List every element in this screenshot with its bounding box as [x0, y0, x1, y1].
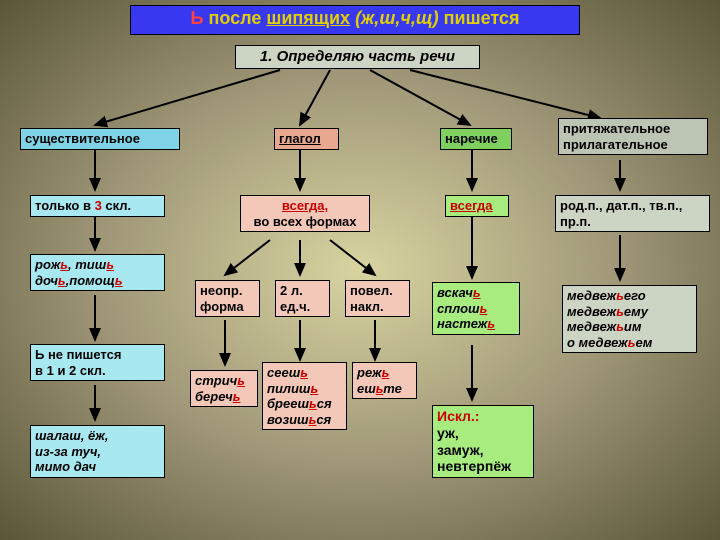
adv-ex: вскачь сплошь настежь: [432, 282, 520, 335]
noun-neg-rule: Ь не пишетсяв 1 и 2 скл.: [30, 344, 165, 381]
adj-ex: медвежьего медвежьему медвежьим о медвеж…: [562, 285, 697, 353]
noun-neg-ex: шалаш, ёж, из-за туч,мимо дач: [30, 425, 165, 478]
adj-rule: род.п., дат.п., тв.п.,пр.п.: [555, 195, 710, 232]
verb-ex2: сеешь пилишь бреешься возишься: [262, 362, 347, 430]
title-box: Ь после шипящих (ж,ш,ч,щ) пишется: [130, 5, 580, 35]
verb-form2: 2 л.ед.ч.: [275, 280, 330, 317]
pos-noun: существительное: [20, 128, 180, 150]
noun-examples: рожь, тишь дочь,помощь: [30, 254, 165, 291]
verb-ex1: стричьберечь: [190, 370, 258, 407]
verb-rule: всегда,во всех формах: [240, 195, 370, 232]
verb-ex3: режь ешьте: [352, 362, 417, 399]
pos-verb: глагол: [274, 128, 339, 150]
pos-adv: наречие: [440, 128, 512, 150]
verb-form3: повел.накл.: [345, 280, 410, 317]
pos-adj: притяжательноеприлагательное: [558, 118, 708, 155]
adv-excl: Искл.:уж,замуж,невтерпёж: [432, 405, 534, 478]
noun-rule: только в 3 скл.: [30, 195, 165, 217]
step1-box: 1. Определяю часть речи: [235, 45, 480, 69]
verb-form1: неопр.форма: [195, 280, 260, 317]
adv-rule: всегда: [445, 195, 509, 217]
